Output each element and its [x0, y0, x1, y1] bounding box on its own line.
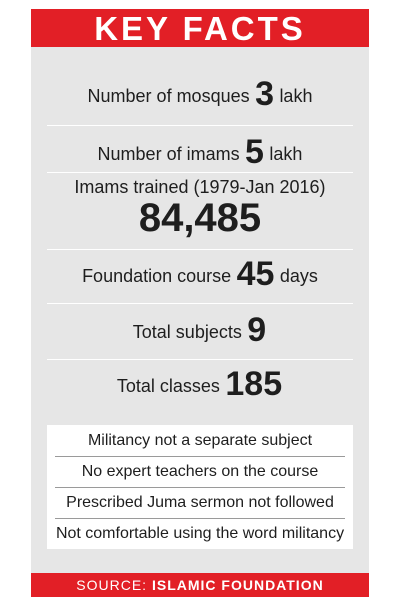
source-footer: SOURCE: ISLAMIC FOUNDATION: [31, 573, 369, 597]
fact-unit: lakh: [279, 86, 313, 106]
fact-value: 45: [236, 255, 275, 293]
fact-foundation-course: Foundation course 45 days: [31, 255, 369, 294]
fact-mosques: Number of mosques 3 lakh: [31, 75, 369, 114]
fact-unit: days: [279, 266, 318, 286]
divider: [47, 125, 353, 126]
fact-value: 5: [245, 133, 264, 171]
fact-label: Foundation course: [82, 266, 232, 286]
fact-imams: Number of imams 5 lakh: [31, 133, 369, 172]
divider: [47, 249, 353, 250]
fact-label: Total classes: [116, 376, 220, 396]
findings-panel: Militancy not a separate subject No expe…: [47, 425, 353, 549]
card-title: KEY FACTS: [31, 9, 369, 47]
divider: [47, 303, 353, 304]
fact-value: 185: [225, 365, 283, 403]
fact-value: 9: [247, 311, 267, 349]
fact-label: Number of mosques: [87, 86, 250, 106]
finding-item: No expert teachers on the course: [81, 463, 319, 480]
finding-item: Not comfortable using the word militancy: [55, 525, 345, 542]
source-name: ISLAMIC FOUNDATION: [151, 577, 324, 593]
fact-total-classes: Total classes 185: [31, 365, 369, 404]
fact-label: Number of imams: [97, 144, 240, 164]
row-divider: [55, 518, 345, 519]
key-facts-card: KEY FACTS Number of mosques 3 lakh Numbe…: [31, 9, 369, 597]
fact-label: Imams trained (1979-Jan 2016): [74, 177, 326, 197]
fact-label: Total subjects: [132, 322, 242, 342]
row-divider: [55, 487, 345, 488]
divider: [47, 359, 353, 360]
fact-unit: lakh: [269, 144, 303, 164]
divider: [47, 172, 353, 173]
fact-value: 3: [255, 75, 274, 113]
row-divider: [55, 456, 345, 457]
finding-item: Militancy not a separate subject: [87, 432, 313, 449]
fact-total-subjects: Total subjects 9: [31, 311, 369, 350]
fact-imams-trained: Imams trained (1979-Jan 2016) 84,485: [31, 177, 369, 238]
finding-item: Prescribed Juma sermon not followed: [66, 494, 334, 511]
source-label: SOURCE:: [76, 577, 148, 593]
fact-value: 84,485: [138, 196, 262, 240]
